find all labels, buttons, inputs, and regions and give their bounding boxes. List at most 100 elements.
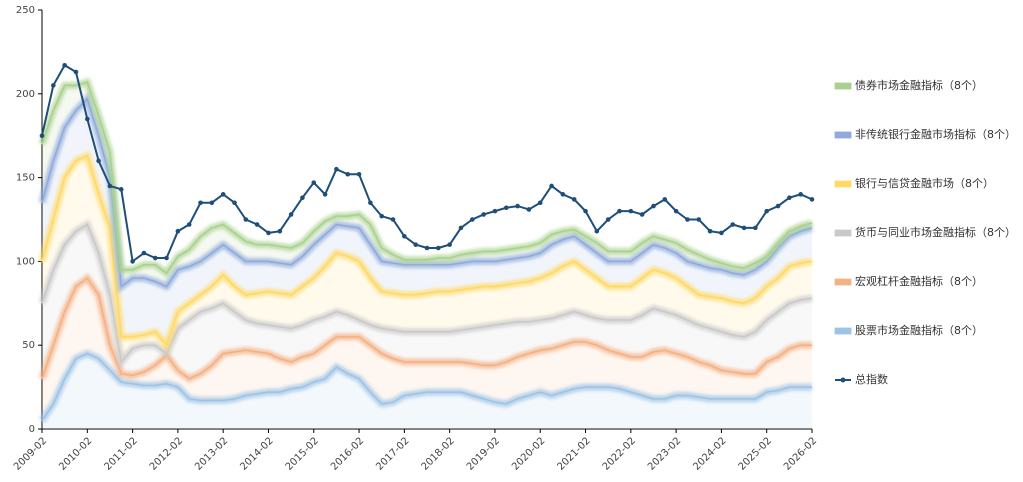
total-point xyxy=(311,180,317,185)
x-tick-label: 2013-02 xyxy=(193,435,230,472)
total-point xyxy=(526,207,532,212)
total-point xyxy=(809,197,815,202)
area-edge-glow xyxy=(38,77,813,279)
total-point xyxy=(130,259,135,264)
x-tick-label: 2015-02 xyxy=(284,435,321,472)
total-point xyxy=(515,203,520,209)
total-point xyxy=(390,217,396,222)
total-point xyxy=(436,245,441,251)
total-point xyxy=(186,222,192,227)
legend-label: 总指数 xyxy=(855,372,888,386)
legend-swatch xyxy=(834,229,852,237)
legend-label: 股票市场金融指标（8个） xyxy=(855,323,983,337)
total-point xyxy=(209,200,215,206)
total-point xyxy=(775,203,781,209)
area-fill xyxy=(42,278,812,421)
area-edge xyxy=(41,277,812,380)
x-tick-label: 2024-02 xyxy=(691,435,728,472)
total-point xyxy=(164,255,169,261)
x-tick-label: 2018-02 xyxy=(420,435,457,472)
total-point xyxy=(560,192,566,197)
total-point xyxy=(798,192,803,197)
total-point xyxy=(503,205,509,211)
total-point xyxy=(696,217,702,222)
total-point xyxy=(345,171,351,177)
area-edge xyxy=(41,223,813,364)
total-point xyxy=(107,183,113,189)
total-point xyxy=(288,212,294,217)
total-point xyxy=(322,192,328,197)
total-point xyxy=(605,217,611,222)
legend-label: 宏观杠杆金融指标（8个） xyxy=(855,274,983,288)
total-point xyxy=(639,212,645,217)
x-tick-label: 2016-02 xyxy=(329,435,366,472)
total-point xyxy=(277,228,283,234)
total-point xyxy=(243,217,249,222)
x-tick-label: 2012-02 xyxy=(148,435,185,472)
y-tick-label: 0 xyxy=(29,424,35,435)
total-point xyxy=(62,63,67,68)
area-edge xyxy=(41,154,813,347)
legend-swatch-dot xyxy=(840,377,846,383)
total-point xyxy=(368,200,373,206)
area-edge xyxy=(41,81,813,275)
x-tick-label: 2025-02 xyxy=(737,435,774,472)
total-point xyxy=(753,225,758,231)
total-point xyxy=(413,242,418,247)
total-point xyxy=(741,225,747,231)
total-point xyxy=(537,200,543,206)
area-fill xyxy=(42,353,812,429)
y-tick-label: 100 xyxy=(16,256,35,267)
total-point xyxy=(447,242,452,247)
y-tick-label: 50 xyxy=(22,340,35,351)
total-point xyxy=(719,230,724,236)
total-point xyxy=(787,195,792,201)
total-point xyxy=(356,171,362,177)
legend-swatch xyxy=(834,278,852,286)
y-tick-label: 150 xyxy=(16,173,35,184)
total-point xyxy=(571,197,577,202)
x-tick-label: 2023-02 xyxy=(646,435,683,472)
total-line xyxy=(41,63,813,264)
total-point xyxy=(266,230,271,236)
legend-label: 货币与同业市场金融指标（8个） xyxy=(855,225,1016,239)
area-edge xyxy=(41,97,813,288)
total-point xyxy=(707,228,713,234)
total-point xyxy=(469,217,475,222)
total-point xyxy=(152,255,158,261)
x-tick-label: 2020-02 xyxy=(510,435,547,472)
total-point xyxy=(51,83,56,88)
total-point xyxy=(84,116,90,122)
total-point xyxy=(662,197,668,202)
x-tick-label: 2021-02 xyxy=(555,435,592,472)
total-point xyxy=(402,233,407,239)
total-point xyxy=(764,208,770,214)
total-point xyxy=(73,69,79,75)
y-tick-label: 200 xyxy=(16,89,35,100)
total-point xyxy=(96,158,101,164)
legend-swatch xyxy=(834,180,852,188)
area-edge xyxy=(41,352,812,422)
y-tick-label: 250 xyxy=(16,5,35,16)
legend-label: 债券市场金融指标（8个） xyxy=(855,78,983,92)
total-point xyxy=(198,200,203,206)
total-point xyxy=(379,213,385,219)
x-tick-label: 2026-02 xyxy=(782,435,819,472)
legend-swatch xyxy=(834,327,852,335)
total-point xyxy=(39,133,45,138)
x-tick-label: 2011-02 xyxy=(102,435,139,472)
x-tick-label: 2010-02 xyxy=(57,435,94,472)
total-point xyxy=(594,228,600,234)
total-point xyxy=(549,183,554,189)
total-point xyxy=(492,208,498,214)
x-tick-label: 2017-02 xyxy=(374,435,411,472)
total-point xyxy=(673,208,679,214)
total-point xyxy=(232,200,237,206)
area-fill xyxy=(42,224,812,379)
legend-label: 银行与信贷金融市场（8个） xyxy=(855,176,994,190)
legend-swatch xyxy=(834,131,852,139)
x-tick-label: 2022-02 xyxy=(601,435,638,472)
total-point xyxy=(617,208,622,214)
total-point xyxy=(175,228,181,234)
